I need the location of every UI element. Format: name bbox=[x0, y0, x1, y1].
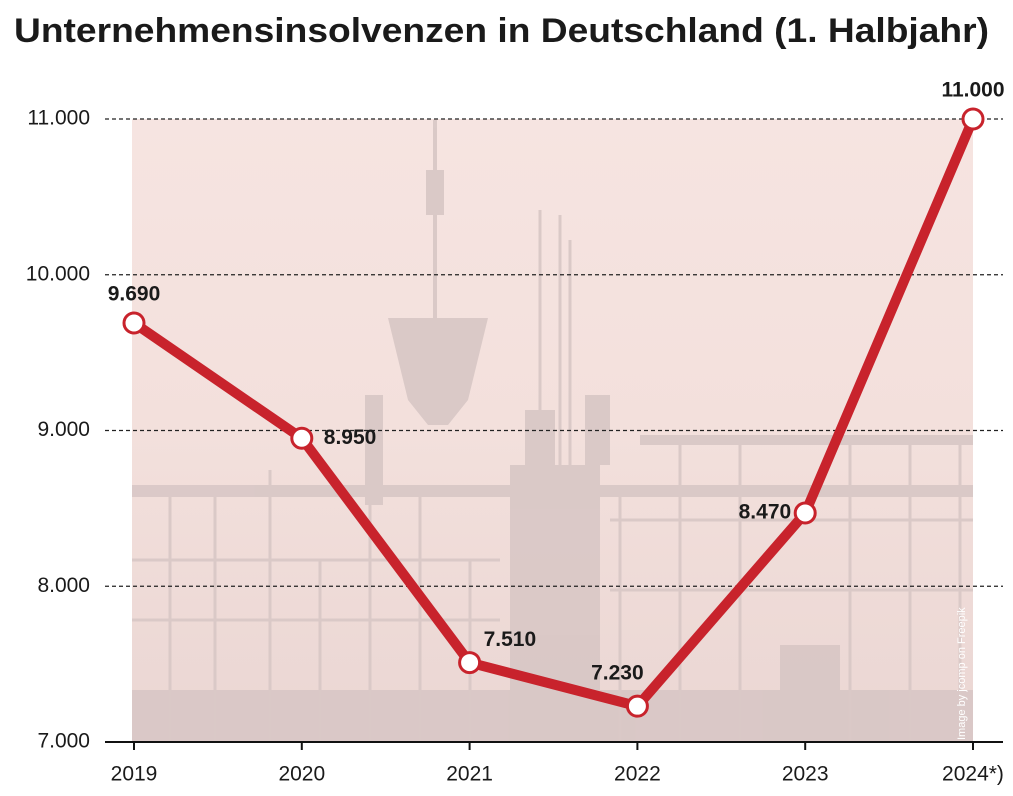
y-tick-label: 10.000 bbox=[26, 262, 90, 285]
y-tick-label: 7.000 bbox=[37, 730, 90, 753]
data-label: 8.470 bbox=[739, 501, 792, 524]
data-point bbox=[122, 311, 146, 335]
y-tick-label: 8.000 bbox=[37, 574, 90, 597]
x-tick-label: 2019 bbox=[111, 763, 158, 786]
data-label: 8.950 bbox=[324, 426, 377, 449]
x-tick-label: 2024*) bbox=[942, 763, 1004, 786]
data-label: 7.230 bbox=[591, 662, 644, 685]
data-line bbox=[131, 117, 978, 712]
data-point bbox=[961, 107, 985, 131]
data-point bbox=[625, 694, 649, 718]
x-tick-label: 2023 bbox=[782, 763, 829, 786]
data-label: 9.690 bbox=[108, 283, 161, 306]
data-label: 7.510 bbox=[484, 628, 537, 651]
image-credit: Image by jcomp on Freepik bbox=[956, 607, 968, 740]
x-tick-label: 2020 bbox=[278, 763, 325, 786]
y-tick-label: 9.000 bbox=[37, 418, 90, 441]
data-label: 11.000 bbox=[941, 79, 1004, 102]
background-photo bbox=[132, 119, 973, 742]
data-point bbox=[290, 426, 314, 450]
data-point bbox=[793, 501, 817, 525]
chart-title: Unternehmensinsolvenzen in Deutschland (… bbox=[14, 12, 989, 50]
x-tick-label: 2022 bbox=[614, 763, 661, 786]
x-tick-label: 2021 bbox=[446, 763, 493, 786]
data-point bbox=[458, 651, 482, 675]
y-tick-label: 11.000 bbox=[27, 107, 90, 130]
